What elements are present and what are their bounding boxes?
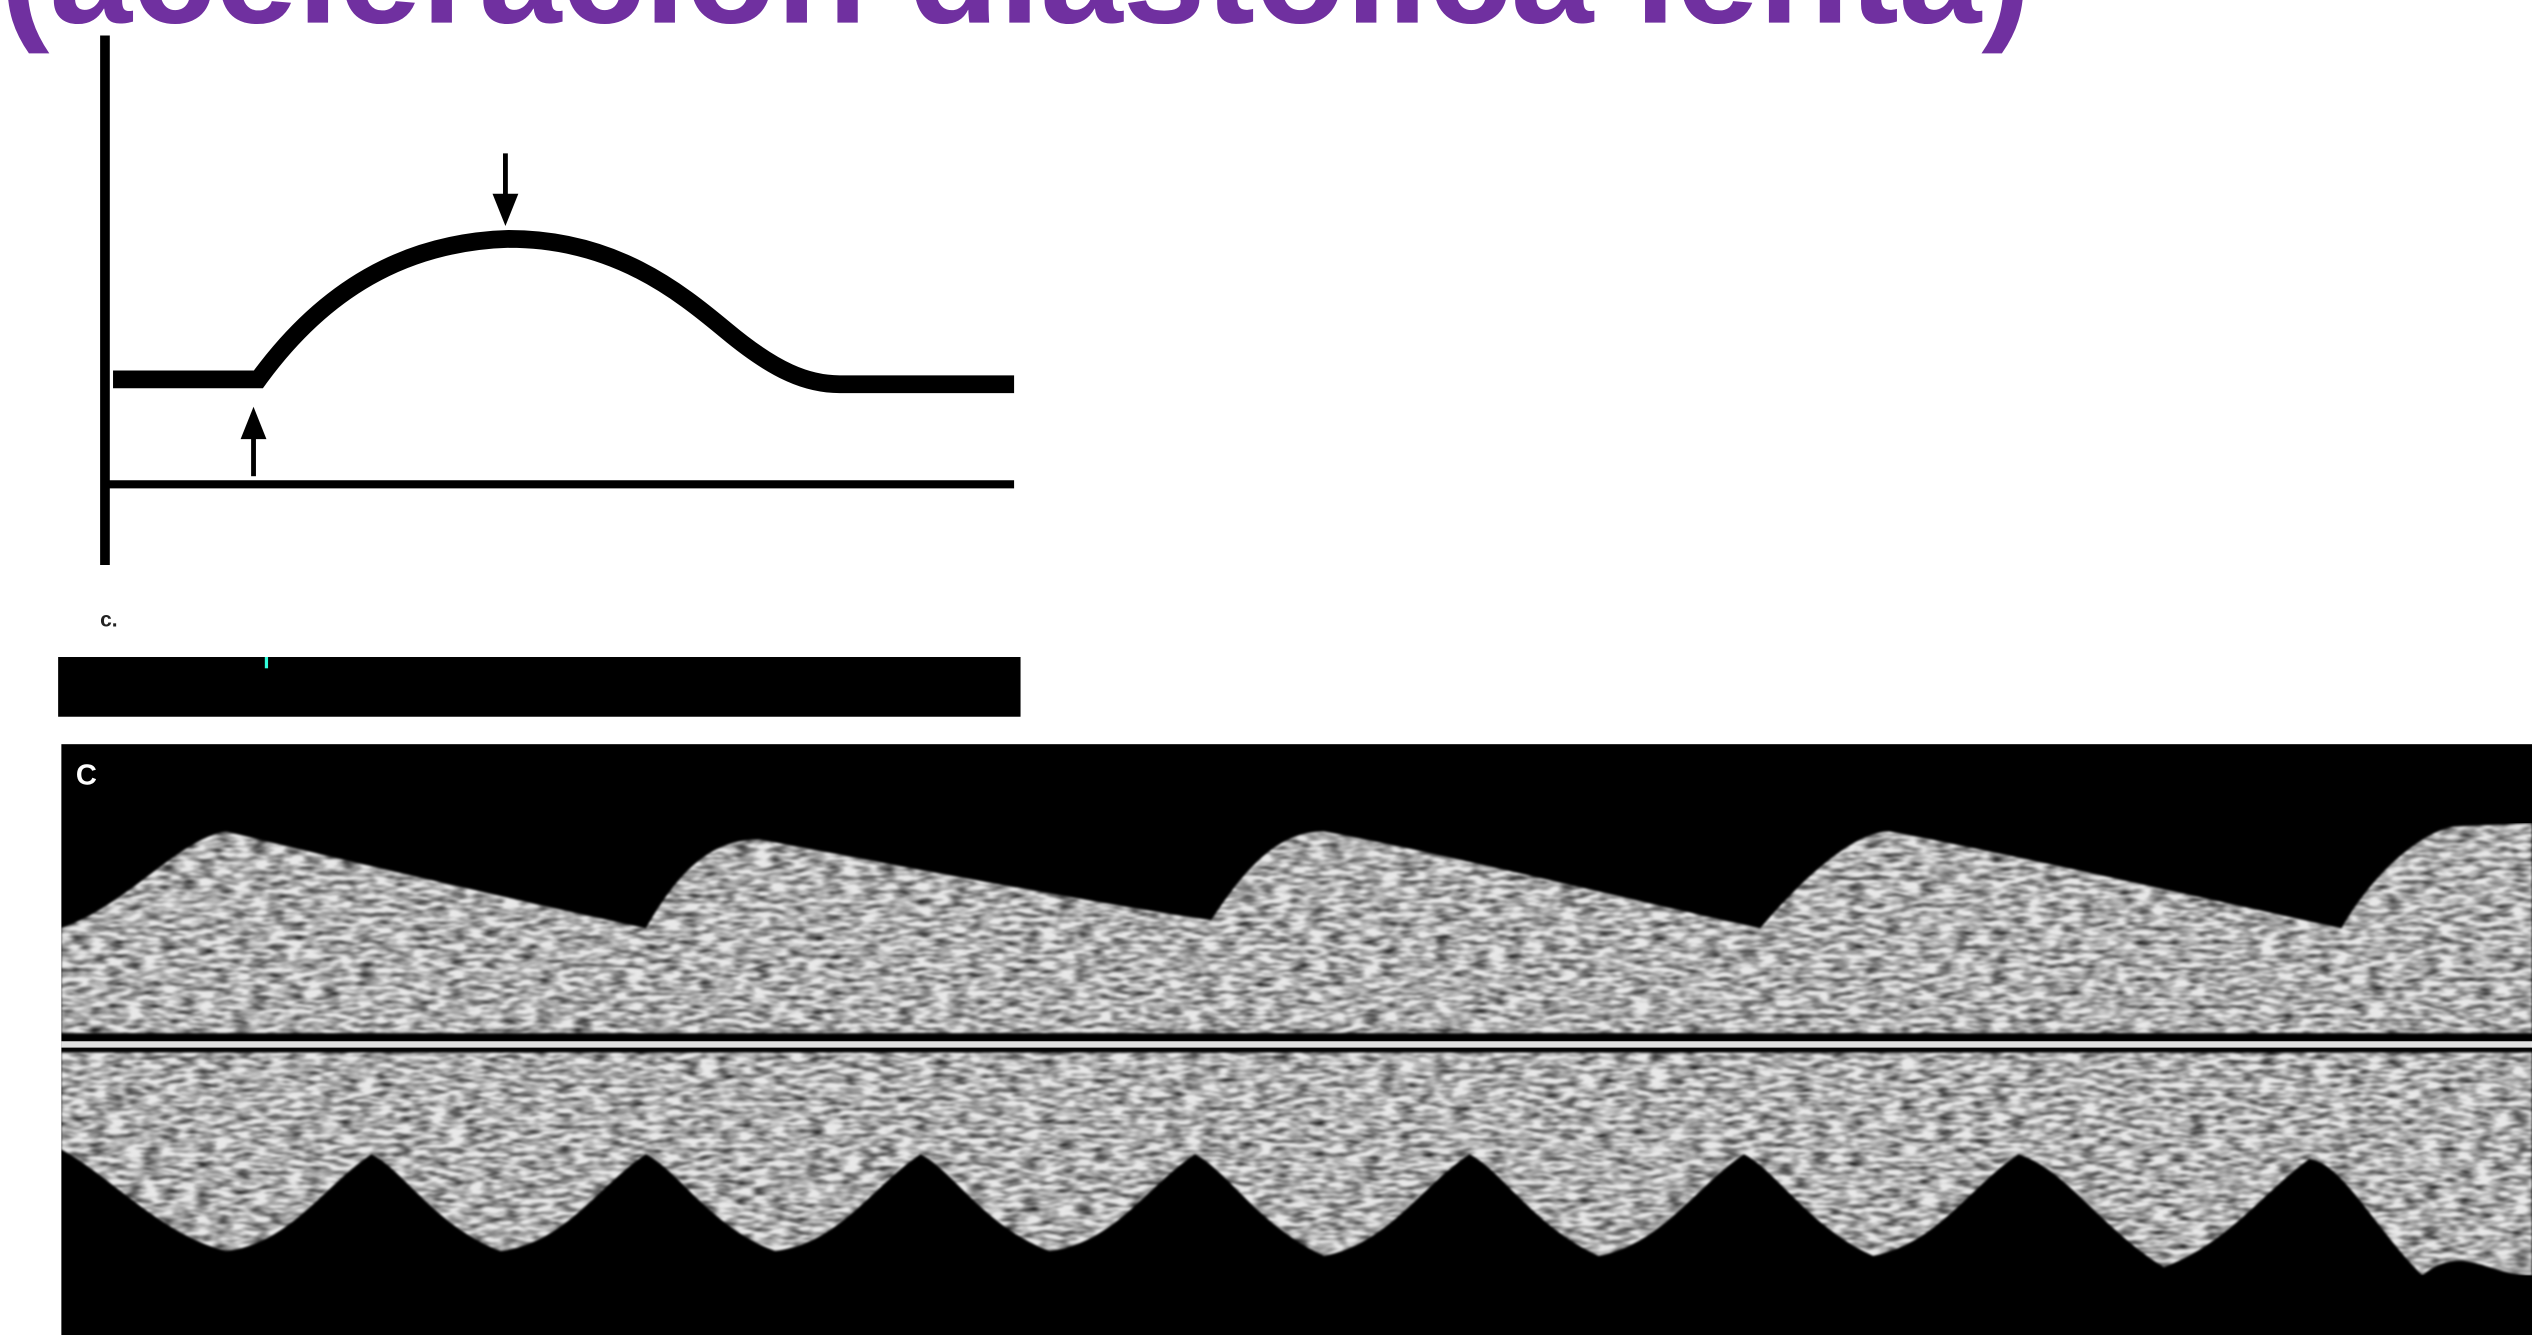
dark-strip	[58, 657, 1020, 717]
velocity-diagram	[105, 36, 1014, 565]
page: (aceleración diastólica lenta) c. C (() …	[0, 0, 2532, 1335]
slide-title: (aceleración diastólica lenta)	[0, 0, 2031, 55]
slide: (aceleración diastólica lenta) c. C	[0, 0, 2532, 1335]
diagram-label: c.	[100, 608, 118, 631]
doppler-label: C	[76, 760, 97, 792]
